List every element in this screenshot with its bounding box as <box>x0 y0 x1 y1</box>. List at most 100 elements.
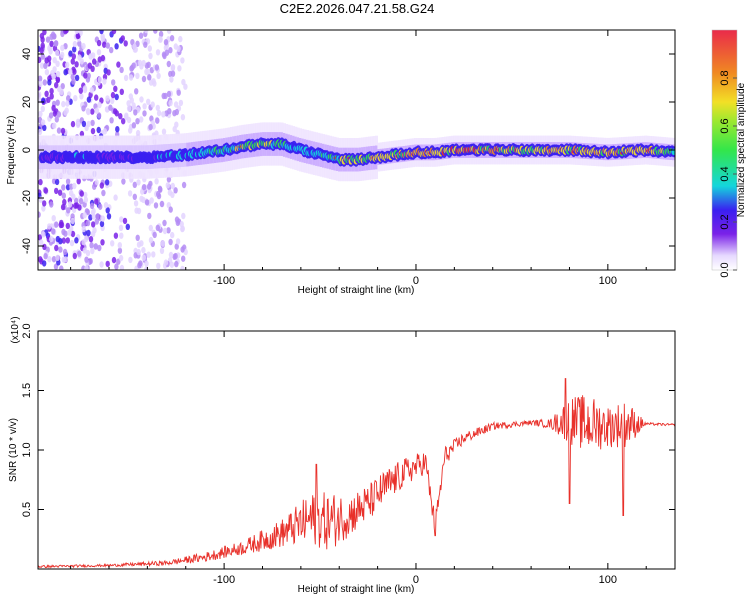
scatter-point <box>160 240 166 247</box>
scatter-point <box>117 242 123 249</box>
figure-title: C2E2.2026.047.21.58.G24 <box>280 1 435 16</box>
scatter-point <box>105 260 110 268</box>
scatter-point <box>67 201 73 208</box>
scatter-point <box>141 254 146 261</box>
scatter-point <box>56 127 62 134</box>
scatter-point <box>180 114 186 121</box>
scatter-point <box>161 128 167 135</box>
scatter-point <box>148 52 153 60</box>
scatter-point <box>110 91 116 99</box>
scatter-point <box>38 91 42 98</box>
scatter-point <box>90 247 95 255</box>
scatter-point <box>74 74 80 82</box>
scatter-point <box>65 178 71 185</box>
scatter-point <box>138 32 144 39</box>
scatter-point <box>44 57 49 64</box>
y-tick-label: 2.0 <box>21 323 33 338</box>
scatter-point <box>121 118 126 125</box>
scatter-point <box>81 239 86 246</box>
scatter-point <box>168 99 173 107</box>
scatter-point <box>158 36 163 43</box>
scatter-point <box>135 72 140 80</box>
scatter-point <box>60 51 65 59</box>
scatter-point <box>126 116 132 124</box>
scatter-point <box>61 237 66 244</box>
scatter-point <box>49 93 54 100</box>
scatter-point <box>87 62 93 69</box>
scatter-point <box>66 95 71 102</box>
scatter-point <box>57 189 63 196</box>
scatter-point <box>102 128 108 135</box>
scatter-point <box>70 58 76 65</box>
scatter-point <box>52 122 57 129</box>
scatter-point <box>54 116 59 123</box>
scatter-point <box>151 251 156 258</box>
colorbar-gradient <box>712 30 737 270</box>
scatter-point <box>77 40 82 47</box>
scatter-point <box>155 104 160 112</box>
scatter-point <box>174 243 179 250</box>
scatter-point <box>57 85 62 93</box>
scatter-point <box>113 194 118 201</box>
scatter-point <box>41 97 46 104</box>
scatter-point <box>170 65 175 72</box>
scatter-point <box>106 213 112 220</box>
scatter-point <box>119 216 124 223</box>
x-tick-label: 0 <box>413 574 419 586</box>
scatter-point <box>172 110 177 117</box>
scatter-point <box>173 101 179 108</box>
scatter-point <box>181 212 186 220</box>
scatter-point <box>52 33 57 40</box>
scatter-point <box>170 182 175 190</box>
scatter-point <box>110 240 115 247</box>
scatter-point <box>99 220 105 228</box>
scatter-point <box>159 200 165 208</box>
scatter-point <box>123 40 128 47</box>
scatter-point <box>90 108 95 115</box>
scatter-point <box>170 70 176 77</box>
scatter-point <box>136 179 141 186</box>
scatter-point <box>40 119 46 126</box>
scatter-point <box>62 248 68 256</box>
scatter-point <box>49 87 54 95</box>
scatter-point <box>119 264 125 270</box>
scatter-point <box>122 217 128 225</box>
scatter-point <box>139 63 144 70</box>
spectrogram-panel: -100 0 100 -40 -20 0 20 40 Height of straight … <box>6 29 747 296</box>
scatter-point <box>118 224 124 231</box>
scatter-point <box>94 107 100 114</box>
scatter-point <box>181 181 187 189</box>
scatter-point <box>126 105 132 112</box>
scatter-point <box>90 119 95 127</box>
scatter-point <box>70 120 76 128</box>
scatter-point <box>38 234 43 241</box>
scatter-point <box>100 54 106 62</box>
scatter-point <box>62 198 67 206</box>
scatter-point <box>59 265 64 270</box>
scatter-point <box>42 260 47 267</box>
scatter-point <box>131 122 137 129</box>
scatter-point <box>180 225 185 233</box>
scatter-point <box>163 92 168 100</box>
colorbar-tick-label: 0.6 <box>719 118 731 133</box>
scatter-point <box>118 113 123 120</box>
scatter-point <box>86 96 92 103</box>
scatter-point <box>173 252 178 260</box>
scatter-point <box>54 244 59 252</box>
scatter-point <box>54 49 60 57</box>
spectrogram-marks <box>38 30 675 270</box>
scatter-point <box>121 178 126 185</box>
scatter-point <box>52 57 57 64</box>
scatter-point <box>44 69 50 76</box>
snr-x-ticks: -100 0 100 <box>70 331 647 586</box>
x-tick-label: -100 <box>213 574 235 586</box>
scatter-point <box>133 200 139 207</box>
scatter-point <box>56 111 62 118</box>
scatter-point <box>132 193 137 200</box>
scatter-point <box>44 90 49 98</box>
scatter-point <box>111 256 117 264</box>
scatter-point <box>123 74 129 82</box>
scatter-point <box>114 43 119 50</box>
scatter-point <box>49 201 54 208</box>
scatter-point <box>38 178 43 186</box>
